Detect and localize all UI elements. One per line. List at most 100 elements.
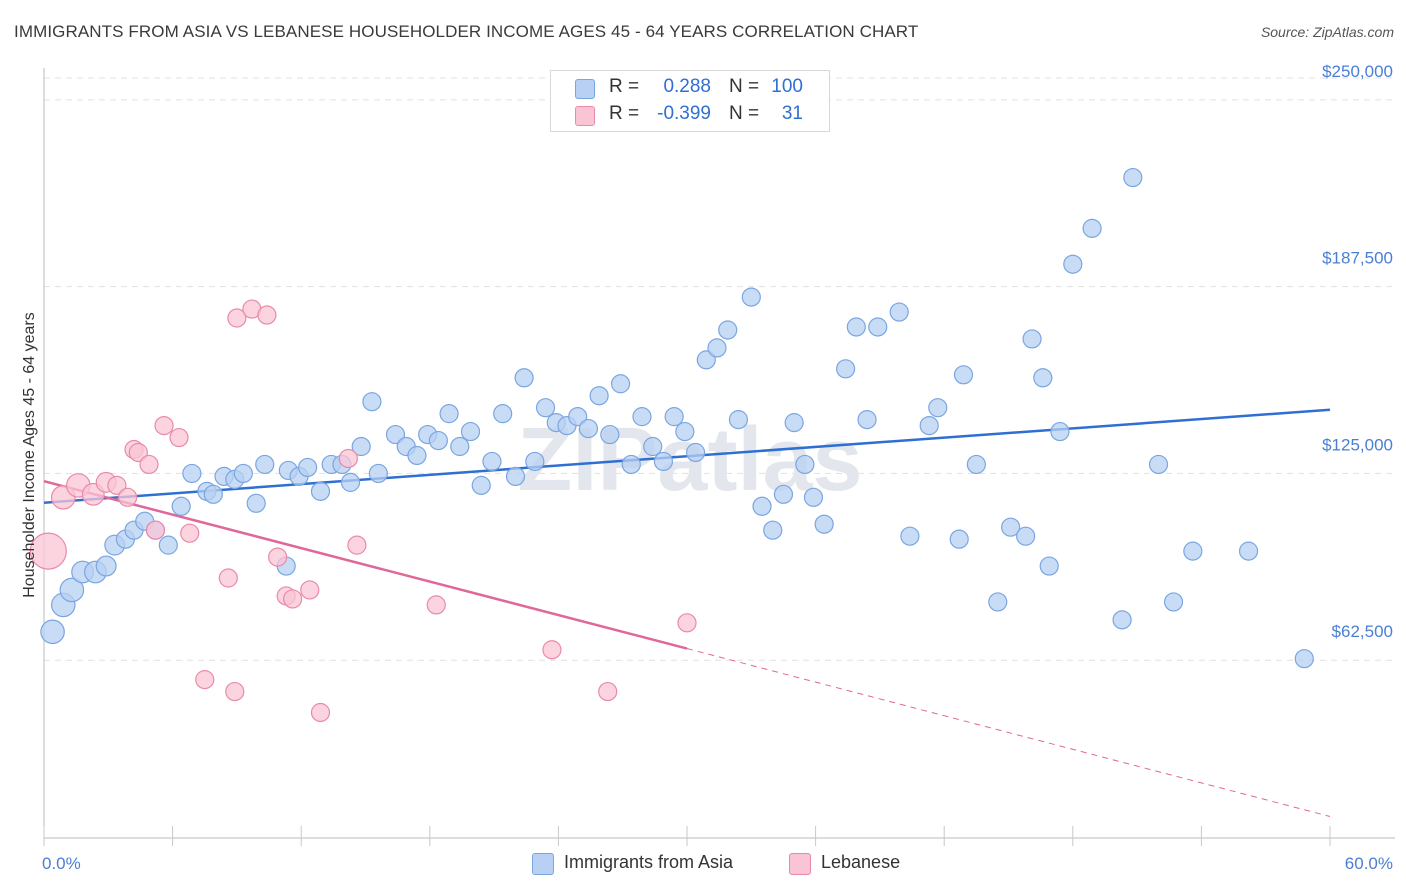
point-asia — [814, 514, 834, 534]
point-lebanese — [107, 475, 127, 495]
legend-swatch-asia — [575, 79, 595, 99]
point-asia — [966, 454, 986, 475]
y-tick-label: $62,500 — [1332, 622, 1393, 641]
gridlines — [44, 77, 1395, 661]
point-asia — [621, 454, 641, 475]
point-lebanese — [310, 702, 331, 723]
point-asia — [741, 287, 761, 307]
point-lebanese — [598, 681, 618, 702]
point-asia — [953, 365, 974, 385]
point-asia — [40, 619, 65, 645]
point-asia — [578, 418, 599, 439]
point-asia — [718, 320, 738, 340]
point-asia — [784, 413, 804, 433]
point-asia — [1163, 592, 1184, 612]
point-asia — [949, 529, 969, 549]
point-lebanese — [347, 535, 367, 555]
point-asia — [685, 442, 706, 463]
point-asia — [928, 398, 948, 418]
point-asia — [795, 454, 815, 475]
point-lebanese — [542, 640, 562, 660]
point-asia — [1022, 329, 1042, 349]
bottom-legend-swatch-lebanese — [789, 853, 811, 875]
point-asia — [1294, 649, 1314, 669]
bottom-legend-label-asia: Immigrants from Asia — [564, 852, 734, 872]
point-asia — [351, 436, 371, 457]
point-asia — [246, 493, 266, 513]
chart-title: IMMIGRANTS FROM ASIA VS LEBANESE HOUSEHO… — [14, 22, 919, 41]
legend-n-label: N = — [729, 76, 760, 97]
point-asia — [1050, 421, 1070, 442]
points — [29, 167, 1314, 723]
point-asia — [407, 445, 427, 466]
y-tick-label: $125,000 — [1322, 435, 1393, 454]
legend-row-lebanese: R = -0.399 N = 31 — [551, 102, 829, 128]
point-asia — [803, 487, 824, 507]
legend-r-value-asia: 0.288 — [663, 76, 711, 97]
point-asia — [471, 475, 491, 495]
point-asia — [868, 317, 888, 337]
axes — [43, 68, 1395, 846]
point-asia — [664, 407, 684, 427]
point-asia — [728, 410, 749, 430]
point-asia — [525, 451, 545, 472]
point-asia — [362, 392, 382, 412]
point-lebanese — [338, 448, 358, 469]
point-asia — [493, 404, 513, 424]
point-lebanese — [300, 580, 320, 600]
point-asia — [632, 407, 652, 427]
point-asia — [95, 555, 117, 577]
point-asia — [1001, 517, 1021, 537]
point-lebanese — [227, 308, 247, 328]
point-asia — [900, 526, 920, 546]
point-lebanese — [677, 613, 697, 633]
point-asia — [1238, 541, 1259, 561]
point-asia — [233, 463, 253, 484]
point-asia — [653, 451, 674, 472]
point-lebanese — [426, 595, 446, 615]
point-asia — [439, 404, 459, 424]
bottom-legend-swatch-asia — [532, 853, 554, 875]
point-asia — [988, 592, 1008, 612]
point-asia — [889, 302, 909, 322]
point-lebanese — [195, 670, 215, 690]
point-asia — [1033, 368, 1053, 388]
point-lebanese — [154, 415, 174, 436]
point-asia — [203, 484, 223, 504]
point-asia — [763, 520, 783, 540]
point-lebanese — [145, 520, 166, 540]
legend-swatch-lebanese — [575, 106, 595, 126]
point-lebanese — [218, 568, 238, 588]
legend-r-label: R = — [609, 103, 640, 124]
legend-n-value-asia: 100 — [771, 76, 803, 97]
point-asia — [514, 368, 534, 388]
point-asia — [696, 350, 716, 370]
point-asia — [1148, 454, 1169, 475]
point-lebanese — [268, 547, 288, 567]
legend-r-value-lebanese: -0.399 — [657, 103, 711, 124]
point-asia — [182, 463, 202, 484]
point-asia — [707, 338, 727, 358]
point-asia — [385, 424, 406, 445]
point-asia — [59, 577, 85, 603]
point-lebanese — [29, 532, 67, 570]
legend-box: R = 0.288 N = 100 R = -0.399 N = 31 — [550, 70, 830, 132]
point-asia — [752, 496, 772, 516]
legend-r-label: R = — [609, 76, 640, 97]
point-asia — [1016, 526, 1036, 546]
chart-source: Source: ZipAtlas.com — [1260, 24, 1394, 40]
point-lebanese — [257, 305, 277, 325]
trend-line-lebanese-extension — [686, 648, 1331, 817]
point-asia — [857, 410, 877, 430]
point-lebanese — [169, 427, 189, 448]
point-asia — [643, 436, 663, 457]
point-asia — [340, 472, 361, 492]
point-asia — [1183, 541, 1203, 561]
point-asia — [610, 374, 631, 394]
point-asia — [1082, 218, 1102, 238]
point-asia — [505, 466, 526, 487]
tick-labels: $62,500 $125,000 $187,500 $250,000 0.0% 60.0% — [42, 62, 1393, 873]
point-asia — [450, 436, 470, 457]
x-tick-label: 60.0% — [1345, 854, 1393, 873]
